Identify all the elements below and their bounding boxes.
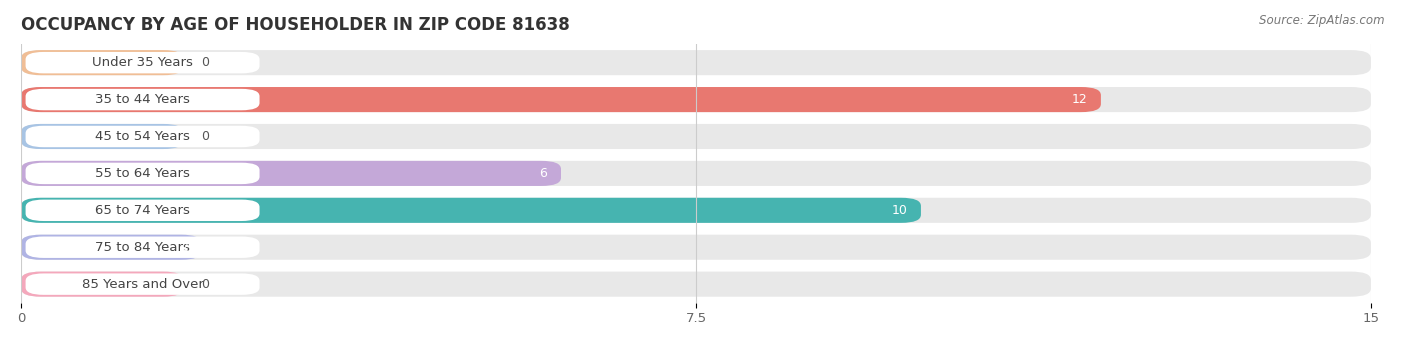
FancyBboxPatch shape — [21, 87, 1101, 112]
FancyBboxPatch shape — [25, 163, 260, 184]
Text: 45 to 54 Years: 45 to 54 Years — [96, 130, 190, 143]
Text: OCCUPANCY BY AGE OF HOUSEHOLDER IN ZIP CODE 81638: OCCUPANCY BY AGE OF HOUSEHOLDER IN ZIP C… — [21, 16, 569, 34]
Text: Under 35 Years: Under 35 Years — [93, 56, 193, 69]
FancyBboxPatch shape — [21, 124, 1371, 149]
FancyBboxPatch shape — [21, 235, 1371, 260]
FancyBboxPatch shape — [21, 50, 1371, 75]
Text: Source: ZipAtlas.com: Source: ZipAtlas.com — [1260, 14, 1385, 27]
FancyBboxPatch shape — [21, 198, 1371, 223]
FancyBboxPatch shape — [21, 272, 1371, 297]
FancyBboxPatch shape — [21, 272, 183, 297]
Text: 0: 0 — [201, 56, 209, 69]
Text: 6: 6 — [540, 167, 547, 180]
Text: 75 to 84 Years: 75 to 84 Years — [96, 241, 190, 254]
Text: 0: 0 — [201, 278, 209, 291]
FancyBboxPatch shape — [25, 273, 260, 295]
FancyBboxPatch shape — [21, 161, 1371, 186]
Text: 55 to 64 Years: 55 to 64 Years — [96, 167, 190, 180]
FancyBboxPatch shape — [25, 89, 260, 110]
FancyBboxPatch shape — [21, 50, 183, 75]
FancyBboxPatch shape — [21, 87, 1371, 112]
Text: 65 to 74 Years: 65 to 74 Years — [96, 204, 190, 217]
Text: 10: 10 — [891, 204, 907, 217]
FancyBboxPatch shape — [25, 126, 260, 147]
Text: 35 to 44 Years: 35 to 44 Years — [96, 93, 190, 106]
FancyBboxPatch shape — [25, 237, 260, 258]
FancyBboxPatch shape — [21, 124, 183, 149]
FancyBboxPatch shape — [21, 161, 561, 186]
Text: 0: 0 — [201, 130, 209, 143]
FancyBboxPatch shape — [25, 200, 260, 221]
FancyBboxPatch shape — [25, 52, 260, 73]
FancyBboxPatch shape — [21, 198, 921, 223]
FancyBboxPatch shape — [21, 235, 201, 260]
Text: 2: 2 — [180, 241, 187, 254]
Text: 85 Years and Over: 85 Years and Over — [82, 278, 204, 291]
Text: 12: 12 — [1071, 93, 1087, 106]
